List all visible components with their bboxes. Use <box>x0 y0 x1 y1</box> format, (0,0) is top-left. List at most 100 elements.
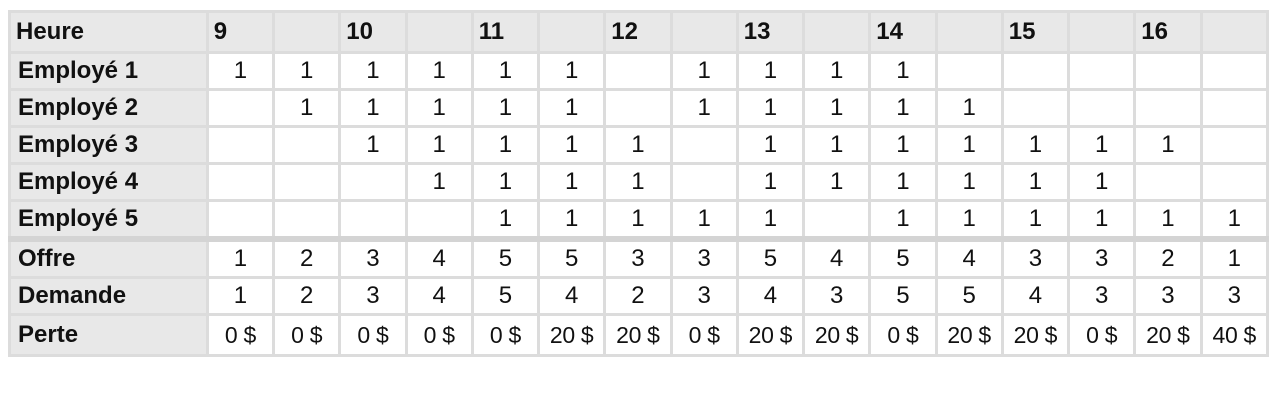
shift-cell: 1 <box>1133 125 1203 165</box>
shift-cell <box>603 88 673 128</box>
shift-cell: 1 <box>669 199 739 241</box>
summary-cell: 3 <box>603 236 673 279</box>
shift-cell: 1 <box>537 51 607 91</box>
shift-cell <box>669 162 739 202</box>
shift-cell: 1 <box>537 125 607 165</box>
hour-cell <box>1199 10 1270 54</box>
shift-cell: 1 <box>470 162 541 202</box>
shift-cell: 1 <box>404 162 474 202</box>
summary-cell: 3 <box>338 236 408 279</box>
summary-cell: 2 <box>272 236 342 279</box>
shift-cell: 1 <box>1067 125 1137 165</box>
shift-cell <box>1199 162 1270 202</box>
hour-cell <box>669 10 739 54</box>
summary-cell: 20 $ <box>603 313 673 357</box>
summary-cell: 0 $ <box>669 313 739 357</box>
summary-cell: 3 <box>802 276 872 316</box>
employee-name: Employé 1 <box>8 51 209 91</box>
hour-cell <box>537 10 607 54</box>
hour-cell: 12 <box>603 10 673 54</box>
summary-cell: 0 $ <box>404 313 474 357</box>
summary-cell: 4 <box>802 236 872 279</box>
summary-cell: 4 <box>404 236 474 279</box>
shift-cell: 1 <box>338 51 408 91</box>
summary-cell: 5 <box>537 236 607 279</box>
summary-cell: 3 <box>1000 236 1071 279</box>
shift-cell: 1 <box>272 88 342 128</box>
shift-cell: 1 <box>735 199 806 241</box>
shift-cell <box>272 199 342 241</box>
summary-cell: 5 <box>470 276 541 316</box>
summary-cell: 2 <box>1133 236 1203 279</box>
summary-cell: 20 $ <box>1000 313 1071 357</box>
shift-cell: 1 <box>603 162 673 202</box>
hour-cell: 10 <box>338 10 408 54</box>
summary-cell: 3 <box>1199 276 1270 316</box>
summary-cell: 20 $ <box>537 313 607 357</box>
summary-cell: 20 $ <box>934 313 1004 357</box>
summary-row: Demande 1 2 3 4 5 4 2 3 4 3 5 5 4 3 3 3 <box>8 276 1270 316</box>
shift-cell: 1 <box>1067 199 1137 241</box>
summary-cell: 1 <box>1199 236 1270 279</box>
summary-cell: 4 <box>404 276 474 316</box>
summary-cell: 0 $ <box>868 313 938 357</box>
summary-cell: 3 <box>669 236 739 279</box>
hour-cell: 16 <box>1133 10 1203 54</box>
summary-cell: 2 <box>272 276 342 316</box>
summary-row: Offre 1 2 3 4 5 5 3 3 5 4 5 4 3 3 2 1 <box>8 236 1270 279</box>
shift-cell <box>934 51 1004 91</box>
shift-cell: 1 <box>735 51 806 91</box>
shift-cell <box>404 199 474 241</box>
shift-cell <box>1067 51 1137 91</box>
hour-cell <box>802 10 872 54</box>
summary-cell: 4 <box>934 236 1004 279</box>
shift-cell <box>205 162 276 202</box>
shift-cell: 1 <box>934 162 1004 202</box>
summary-cell: 0 $ <box>470 313 541 357</box>
summary-cell: 40 $ <box>1199 313 1270 357</box>
summary-cell: 5 <box>470 236 541 279</box>
shift-cell <box>338 199 408 241</box>
shift-cell <box>205 88 276 128</box>
shift-cell: 1 <box>868 199 938 241</box>
summary-cell: 1 <box>205 276 276 316</box>
shift-cell: 1 <box>1000 199 1071 241</box>
employee-name: Employé 3 <box>8 125 209 165</box>
summary-cell: 3 <box>1067 276 1137 316</box>
shift-cell: 1 <box>470 199 541 241</box>
hour-cell: 9 <box>205 10 276 54</box>
shift-cell: 1 <box>802 162 872 202</box>
shift-cell <box>1133 51 1203 91</box>
shift-cell: 1 <box>1199 199 1270 241</box>
summary-label: Demande <box>8 276 209 316</box>
shift-cell: 1 <box>1133 199 1203 241</box>
shift-cell <box>1199 125 1270 165</box>
shift-cell <box>1000 88 1071 128</box>
shift-cell: 1 <box>802 125 872 165</box>
shift-cell: 1 <box>735 88 806 128</box>
shift-cell <box>669 125 739 165</box>
shift-cell: 1 <box>537 88 607 128</box>
shift-cell: 1 <box>1000 125 1071 165</box>
shift-cell: 1 <box>603 125 673 165</box>
hour-cell <box>1067 10 1137 54</box>
shift-cell <box>1133 88 1203 128</box>
shift-cell: 1 <box>934 88 1004 128</box>
shift-cell: 1 <box>669 88 739 128</box>
shift-cell: 1 <box>603 199 673 241</box>
shift-cell: 1 <box>802 88 872 128</box>
summary-row: Perte 0 $0 $0 $0 $0 $20 $20 $0 $20 $20 $0… <box>8 313 1270 357</box>
shift-cell: 1 <box>404 125 474 165</box>
hour-cell: 15 <box>1000 10 1071 54</box>
summary-cell: 0 $ <box>272 313 342 357</box>
shift-cell: 1 <box>205 51 276 91</box>
shift-cell <box>1199 51 1270 91</box>
shift-cell: 1 <box>338 88 408 128</box>
shift-cell: 1 <box>868 88 938 128</box>
